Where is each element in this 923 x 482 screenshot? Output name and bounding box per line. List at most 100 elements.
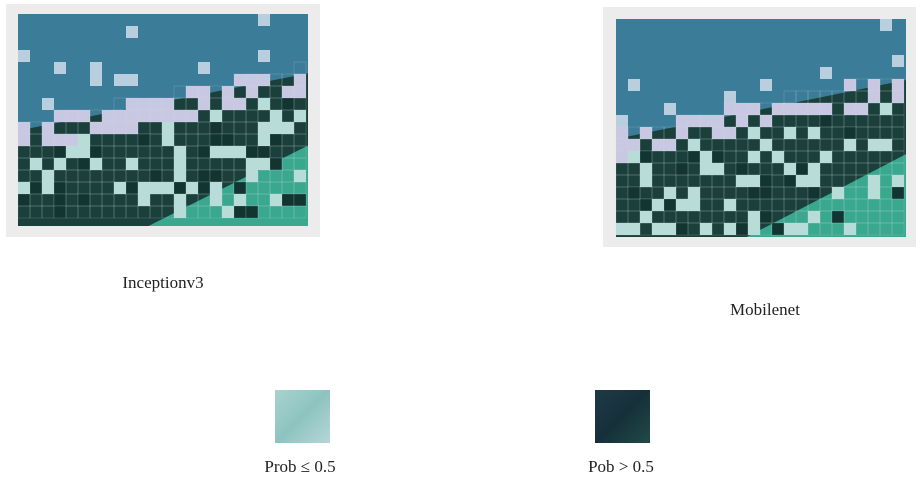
cell bbox=[724, 199, 736, 211]
cell bbox=[42, 122, 54, 134]
cell bbox=[868, 187, 880, 199]
cell bbox=[748, 187, 760, 199]
cell bbox=[90, 74, 102, 86]
panel-caption: Inceptionv3 bbox=[122, 273, 203, 293]
cell bbox=[880, 19, 892, 31]
cell bbox=[808, 211, 820, 223]
cell bbox=[294, 74, 306, 86]
cell bbox=[150, 182, 162, 194]
cell bbox=[90, 158, 102, 170]
cell bbox=[772, 223, 784, 235]
cell bbox=[18, 134, 30, 146]
legend-swatch bbox=[595, 390, 650, 443]
cell bbox=[210, 170, 222, 182]
cell bbox=[30, 158, 42, 170]
cell bbox=[270, 110, 282, 122]
cell bbox=[736, 163, 748, 175]
cell bbox=[174, 194, 186, 206]
legend-label: Prob ≤ 0.5 bbox=[264, 457, 335, 477]
cell bbox=[712, 151, 724, 163]
cell bbox=[54, 158, 66, 170]
cell bbox=[78, 194, 90, 206]
cell bbox=[844, 103, 856, 115]
cell bbox=[616, 139, 628, 151]
cell bbox=[760, 139, 772, 151]
cell bbox=[748, 103, 760, 115]
cell bbox=[700, 163, 712, 175]
cell bbox=[772, 103, 784, 115]
cell bbox=[234, 146, 246, 158]
cell bbox=[628, 79, 640, 91]
cell bbox=[258, 50, 270, 62]
cell bbox=[676, 199, 688, 211]
cell bbox=[712, 127, 724, 139]
cell bbox=[796, 163, 808, 175]
cell bbox=[892, 79, 904, 91]
cell bbox=[712, 115, 724, 127]
cell bbox=[664, 199, 676, 211]
cell bbox=[90, 122, 102, 134]
cell bbox=[892, 91, 904, 103]
cell bbox=[294, 86, 306, 98]
cell bbox=[126, 110, 138, 122]
cell bbox=[784, 223, 796, 235]
cell bbox=[114, 110, 126, 122]
cell bbox=[664, 223, 676, 235]
cell bbox=[210, 194, 222, 206]
cell bbox=[246, 86, 258, 98]
cell bbox=[688, 187, 700, 199]
cell bbox=[640, 211, 652, 223]
cell bbox=[796, 175, 808, 187]
cell bbox=[784, 175, 796, 187]
cell bbox=[616, 151, 628, 163]
cell bbox=[162, 122, 174, 134]
cell bbox=[664, 187, 676, 199]
cell bbox=[892, 175, 904, 187]
cell bbox=[114, 182, 126, 194]
cell bbox=[736, 223, 748, 235]
cell bbox=[772, 151, 784, 163]
cell bbox=[748, 175, 760, 187]
cell bbox=[664, 139, 676, 151]
cell bbox=[700, 115, 712, 127]
cell bbox=[42, 98, 54, 110]
cell bbox=[652, 199, 664, 211]
cell bbox=[796, 223, 808, 235]
cell bbox=[724, 91, 736, 103]
cell bbox=[700, 151, 712, 163]
cell bbox=[844, 223, 856, 235]
cell bbox=[748, 211, 760, 223]
cell bbox=[736, 103, 748, 115]
cell bbox=[174, 206, 186, 218]
cell bbox=[736, 175, 748, 187]
cell bbox=[808, 187, 820, 199]
cell bbox=[832, 211, 844, 223]
cell bbox=[270, 158, 282, 170]
cell bbox=[198, 146, 210, 158]
cell bbox=[54, 146, 66, 158]
cell bbox=[640, 151, 652, 163]
cell bbox=[676, 115, 688, 127]
cell bbox=[18, 50, 30, 62]
cell bbox=[78, 158, 90, 170]
cell bbox=[760, 187, 772, 199]
cell bbox=[784, 127, 796, 139]
cell bbox=[66, 134, 78, 146]
cell bbox=[66, 110, 78, 122]
cell bbox=[784, 103, 796, 115]
cell bbox=[114, 74, 126, 86]
cell bbox=[676, 163, 688, 175]
cell bbox=[234, 74, 246, 86]
cell bbox=[270, 194, 282, 206]
cell bbox=[42, 182, 54, 194]
cell bbox=[138, 110, 150, 122]
cell bbox=[138, 98, 150, 110]
cell bbox=[892, 187, 904, 199]
cell bbox=[222, 134, 234, 146]
cell bbox=[760, 79, 772, 91]
cell bbox=[736, 115, 748, 127]
cell bbox=[210, 182, 222, 194]
cell bbox=[150, 170, 162, 182]
cell bbox=[748, 223, 760, 235]
legend-swatch bbox=[275, 390, 330, 443]
